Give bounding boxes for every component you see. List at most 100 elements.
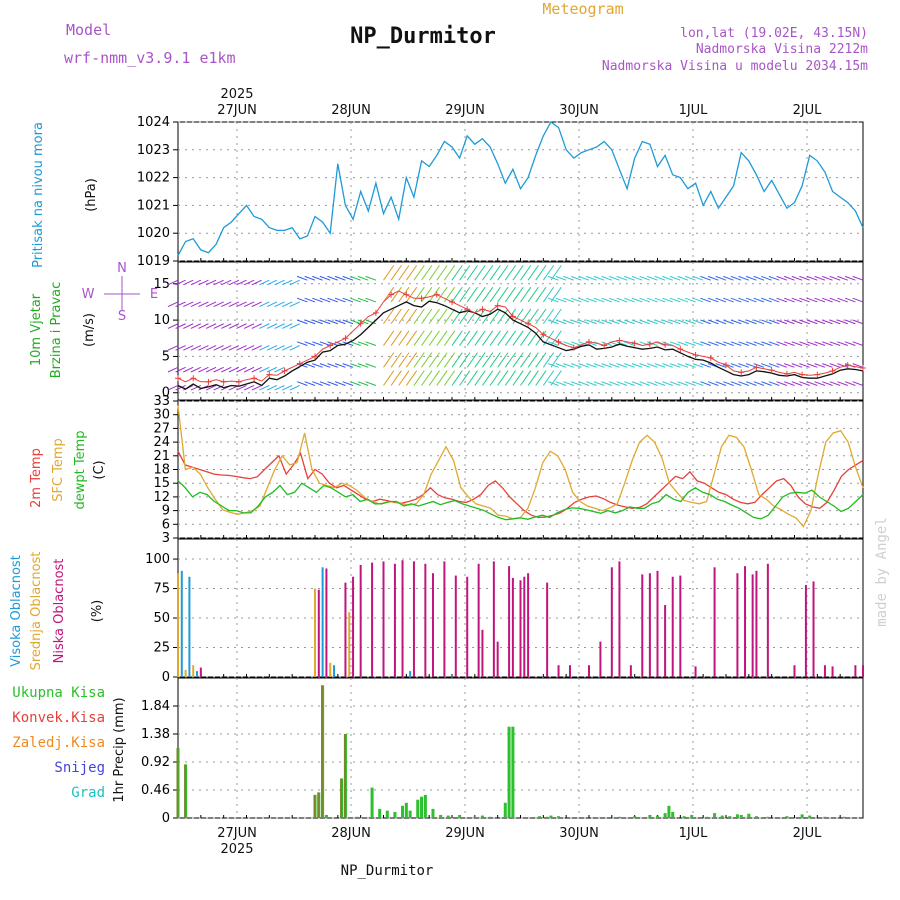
total-precip-bar	[404, 802, 408, 818]
wind-arrow	[776, 363, 788, 368]
wind-arrow	[631, 297, 643, 303]
wind-gust-line	[177, 290, 864, 383]
total-precip-bar	[458, 814, 462, 818]
wind-arrow	[482, 370, 494, 386]
wind-arrow	[784, 381, 795, 386]
wind-arrow	[451, 370, 463, 386]
wind-arrow	[616, 341, 628, 346]
wind-gust-point	[235, 378, 242, 385]
low-cloud-bar	[648, 573, 651, 677]
wind-arrow	[451, 265, 463, 281]
low-cloud-bar	[477, 563, 480, 677]
wind-arrow	[707, 297, 719, 303]
wind-arrow	[167, 366, 179, 373]
wind-arrow	[829, 381, 841, 386]
wind-axis-sub: Brzina i Pravac	[49, 282, 64, 379]
wind-arrow	[745, 319, 757, 325]
model-elevation-label: Nadmorska Visina u modelu 2034.15m	[602, 59, 868, 74]
wind-arrow	[274, 323, 285, 329]
wind-arrow	[512, 370, 524, 386]
compass-north: N	[117, 261, 127, 276]
pressure-axis-unit: (hPa)	[84, 178, 99, 212]
wind-arrow	[753, 275, 765, 281]
wind-arrow	[677, 319, 689, 325]
wind-arrow	[312, 381, 323, 386]
wind-arrow	[205, 301, 217, 308]
wind-gust-point	[372, 309, 379, 316]
low-cloud-bar	[412, 561, 415, 677]
wind-arrow	[822, 319, 833, 325]
y-tick-label: 0.92	[141, 755, 170, 770]
low-cloud-bar	[511, 577, 514, 677]
wind-arrow	[228, 366, 240, 373]
total-precip-bar	[766, 816, 770, 818]
wind-arrow	[459, 370, 471, 386]
y-tick-label: 0	[162, 811, 170, 826]
wind-gust-point	[296, 360, 303, 367]
low-cloud-bar	[629, 665, 632, 677]
wind-gust-point	[205, 378, 212, 385]
mid-cloud-bar	[329, 662, 332, 677]
wind-arrow	[466, 308, 478, 325]
wind-arrow	[723, 275, 734, 281]
wind-arrow	[761, 275, 772, 281]
wind-arrow	[527, 330, 539, 346]
wind-arrow	[647, 381, 658, 386]
wind-gust-point	[616, 337, 623, 344]
wind-arrow	[243, 345, 255, 351]
wind-arrow	[405, 308, 418, 325]
wind-arrow	[799, 297, 810, 303]
panel-frame	[177, 261, 864, 401]
compass-south: S	[118, 309, 126, 324]
wind-arrow	[814, 363, 826, 368]
x-tick-label-top: 1JUL	[679, 103, 709, 118]
wind-arrow	[822, 297, 833, 303]
wind-gust-point	[738, 369, 745, 376]
low-cloud-bar	[325, 568, 328, 677]
wind-arrow	[542, 370, 555, 386]
wind-arrow	[586, 363, 597, 368]
pressure-axis-name: Pritisak na nivou mora	[31, 122, 46, 268]
compass-west: W	[82, 287, 95, 302]
wind-arrow	[390, 265, 402, 281]
wind-arrow	[474, 330, 486, 346]
wind-arrow	[327, 341, 339, 346]
high-cloud-bar	[196, 671, 199, 677]
low-cloud-bar	[352, 576, 355, 677]
high-cloud-bar	[333, 665, 336, 677]
wind-arrow	[738, 319, 750, 325]
wind-arrow	[527, 370, 539, 386]
wind-arrow	[183, 345, 194, 351]
total-precip-bar	[355, 816, 359, 818]
wind-arrow	[578, 275, 590, 281]
wind-arrow	[685, 275, 696, 281]
wind-arrow	[814, 341, 826, 346]
wind-gust-point	[525, 320, 532, 327]
wind-arrow	[443, 265, 456, 281]
wind-arrow	[274, 385, 285, 391]
precip-panel: 0 0.46 0.92 1.38 1.84	[141, 677, 864, 826]
wind-arrow	[723, 319, 734, 325]
wind-arrow	[837, 297, 848, 303]
wind-arrow	[365, 363, 377, 368]
wind-arrow	[251, 366, 262, 373]
wind-arrow	[768, 341, 780, 346]
wind-arrow	[428, 265, 440, 281]
wind-arrow	[844, 381, 856, 386]
wind-arrow	[715, 297, 727, 303]
wind-arrow	[205, 366, 217, 373]
wind-arrow	[527, 352, 539, 368]
low-cloud-bar	[382, 561, 385, 677]
mid-cloud-axis-name: Srednja Oblacnost	[29, 552, 44, 671]
wind-arrow	[236, 279, 247, 286]
wind-arrow	[791, 341, 803, 346]
wind-arrow	[527, 265, 539, 281]
wind-arrow	[266, 301, 278, 308]
wind-arrow	[520, 330, 532, 346]
wind-gust-point	[251, 375, 258, 382]
wind-gust-point	[814, 371, 821, 378]
total-precip-bar	[416, 799, 420, 818]
wind-arrow	[383, 265, 395, 281]
wind-arrow	[504, 265, 517, 281]
low-cloud-bar	[588, 665, 590, 677]
